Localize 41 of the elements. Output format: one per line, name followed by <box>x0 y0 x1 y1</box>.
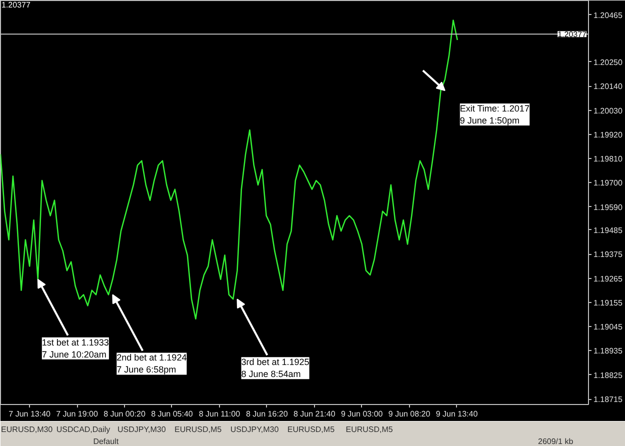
y-tick-label: 1.20250 <box>594 58 623 67</box>
text: 2609/1 kb <box>538 437 574 446</box>
y-tick-label: 1.18935 <box>594 346 623 356</box>
x-tick-label: 8 Jun 21:40 <box>293 410 336 418</box>
y-tick-label: 1.19045 <box>594 322 623 332</box>
annotation: 1.20377 <box>2 0 31 10</box>
x-tick-label: 9 Jun 08:20 <box>388 410 431 418</box>
x-tick-label: 9 Jun 13:40 <box>436 410 478 418</box>
ref-line-label: 1.20377 <box>558 30 588 40</box>
y-tick-label: 1.18825 <box>594 370 623 380</box>
y-tick-label: 1.19700 <box>594 178 623 188</box>
y-tick-label: 1.18715 <box>594 395 623 404</box>
text: EURUSD,M5 <box>174 425 222 434</box>
x-tick-label: 7 Jun 13:40 <box>8 410 52 418</box>
y-tick-label: 1.19375 <box>594 250 623 260</box>
annotation: 2nd bet at 1.1924 7 June 6:58pm <box>116 352 187 375</box>
y-tick-label: 1.19155 <box>594 298 623 308</box>
annotation: 1st bet at 1.1933 7 June 10:20am <box>42 337 109 360</box>
text: USDJPY,M30 <box>117 425 166 434</box>
annotation: Exit Time: 1.2017 9 June 1:50pm <box>460 104 530 126</box>
text: Default <box>93 437 120 446</box>
y-tick-label: 1.19920 <box>594 130 623 140</box>
x-tick-label: 8 Jun 00:20 <box>104 410 146 418</box>
x-tick-label: 9 Jun 03:00 <box>340 410 384 418</box>
text: EURUSD,M5 <box>346 425 394 434</box>
x-tick-label: 8 Jun 11:00 <box>198 410 241 418</box>
y-tick-label: 1.20030 <box>594 106 623 116</box>
y-tick-label: 1.20140 <box>594 82 623 92</box>
y-tick-label: 1.20465 <box>594 10 623 20</box>
y-tick-label: 1.19265 <box>594 274 623 284</box>
y-tick-label: 1.19810 <box>594 154 623 164</box>
text: USDCAD,Daily <box>56 425 110 434</box>
annotation: 3rd bet at 1.1925 8 June 8:54am <box>241 357 310 380</box>
x-tick-label: 8 Jun 05:40 <box>151 410 194 418</box>
text: EURUSD,M30 <box>1 425 54 434</box>
x-tick-label: 7 Jun 19:00 <box>56 410 98 418</box>
y-tick-label: 1.19590 <box>594 202 623 212</box>
text: EURUSD,M5 <box>287 425 336 434</box>
text: USDJPY,M30 <box>230 425 280 434</box>
x-tick-label: 8 Jun 16:20 <box>246 410 288 418</box>
y-tick-label: 1.19485 <box>594 226 623 235</box>
